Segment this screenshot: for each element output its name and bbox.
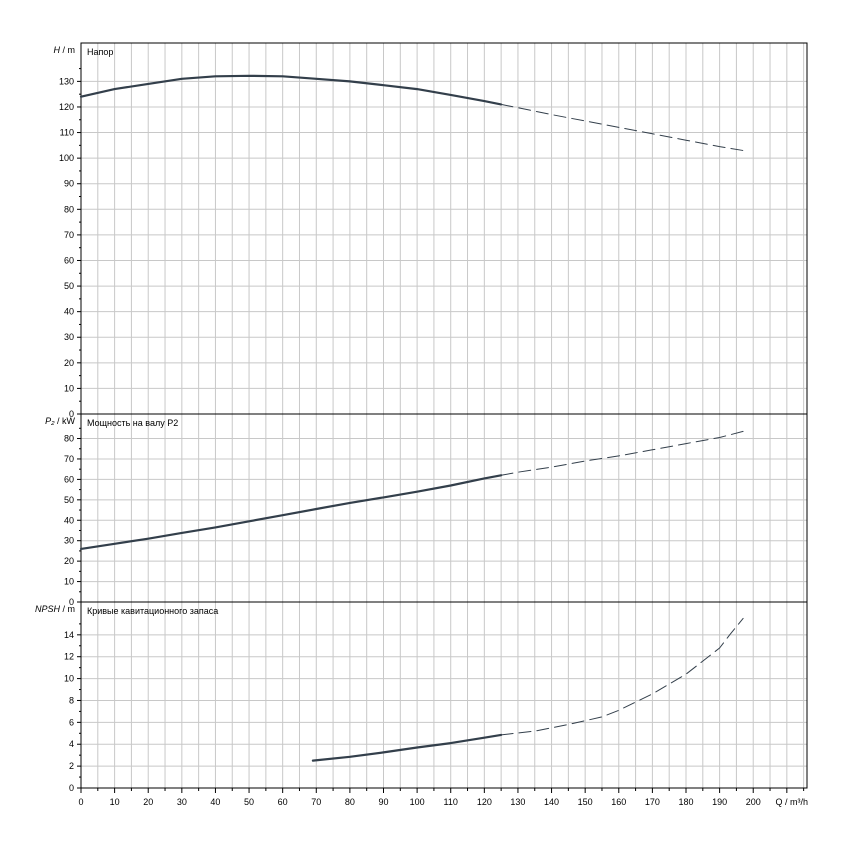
y-tick-label: 80 bbox=[64, 204, 74, 214]
x-tick-label: 60 bbox=[278, 797, 288, 807]
y-tick-label: 30 bbox=[64, 332, 74, 342]
x-tick-label: 90 bbox=[378, 797, 388, 807]
y-tick-label: 130 bbox=[59, 76, 74, 86]
grid-layer bbox=[81, 43, 807, 788]
series-line-operating bbox=[79, 74, 503, 106]
x-tick-label: 20 bbox=[143, 797, 153, 807]
y-tick-label: 10 bbox=[64, 577, 74, 587]
panel-frame bbox=[80, 42, 808, 415]
y-tick-label: 100 bbox=[59, 153, 74, 163]
y-tick-label: 12 bbox=[64, 652, 74, 662]
x-tick-label: 110 bbox=[444, 797, 458, 807]
y-tick-label: 70 bbox=[64, 454, 74, 464]
panel-title: Напор bbox=[87, 47, 113, 57]
x-tick-label: 80 bbox=[345, 797, 355, 807]
y-axis-label: NPSH / m bbox=[35, 604, 75, 614]
series-line-extrapolated bbox=[500, 103, 744, 151]
x-tick-label: 150 bbox=[578, 797, 593, 807]
y-axis-label: H / m bbox=[54, 45, 76, 55]
series-layer bbox=[79, 74, 744, 762]
y-tick-label: 40 bbox=[64, 515, 74, 525]
y-axis-name: P₂ bbox=[45, 416, 55, 426]
panel-title: Кривые кавитационного запаса bbox=[87, 606, 218, 616]
y-tick-label: 90 bbox=[64, 179, 74, 189]
x-tick-label: 50 bbox=[244, 797, 254, 807]
x-tick-label: 140 bbox=[544, 797, 559, 807]
y-tick-label: 0 bbox=[69, 409, 74, 419]
x-tick-label: 190 bbox=[712, 797, 727, 807]
x-tick-label: 180 bbox=[678, 797, 693, 807]
y-tick-label: 50 bbox=[64, 281, 74, 291]
series-line-operating bbox=[79, 474, 503, 550]
y-tick-label: 10 bbox=[64, 674, 74, 684]
y-axis-label: P₂ / kW bbox=[45, 416, 75, 426]
x-tick-label: 70 bbox=[311, 797, 321, 807]
series-line-extrapolated bbox=[500, 430, 744, 476]
x-tick-label: 30 bbox=[177, 797, 187, 807]
y-tick-label: 60 bbox=[64, 255, 74, 265]
x-tick-label: 0 bbox=[78, 797, 83, 807]
y-axis-unit: / m bbox=[60, 604, 75, 614]
y-tick-label: 80 bbox=[64, 434, 74, 444]
y-tick-label: 4 bbox=[69, 739, 74, 749]
y-axis-unit: / m bbox=[60, 45, 75, 55]
y-axis-name: H bbox=[54, 45, 61, 55]
x-tick-label: 170 bbox=[645, 797, 660, 807]
y-tick-label: 30 bbox=[64, 536, 74, 546]
y-tick-label: 40 bbox=[64, 307, 74, 317]
x-tick-label: 120 bbox=[477, 797, 492, 807]
x-tick-label: 160 bbox=[611, 797, 626, 807]
y-tick-label: 0 bbox=[69, 597, 74, 607]
y-axis-unit: / kW bbox=[55, 416, 76, 426]
x-tick-label: 200 bbox=[746, 797, 761, 807]
y-tick-label: 8 bbox=[69, 695, 74, 705]
panel-frame bbox=[80, 413, 808, 603]
x-tick-label: 10 bbox=[110, 797, 120, 807]
y-tick-label: 6 bbox=[69, 717, 74, 727]
x-tick-label: 100 bbox=[410, 797, 425, 807]
y-tick-label: 70 bbox=[64, 230, 74, 240]
series-line-operating bbox=[311, 733, 503, 762]
y-tick-label: 120 bbox=[59, 102, 74, 112]
y-axis-name: NPSH bbox=[35, 604, 61, 614]
y-tick-label: 10 bbox=[64, 383, 74, 393]
x-tick-label: 40 bbox=[210, 797, 220, 807]
y-tick-label: 0 bbox=[69, 783, 74, 793]
panel-title: Мощность на валу P2 bbox=[87, 418, 178, 428]
y-tick-label: 50 bbox=[64, 495, 74, 505]
y-tick-label: 2 bbox=[69, 761, 74, 771]
y-tick-label: 110 bbox=[60, 128, 74, 138]
y-tick-label: 14 bbox=[64, 630, 74, 640]
y-tick-label: 60 bbox=[64, 474, 74, 484]
series-line-extrapolated bbox=[500, 617, 744, 736]
x-tick-label: 130 bbox=[510, 797, 525, 807]
y-tick-label: 20 bbox=[64, 358, 74, 368]
x-axis-label: Q / m³/h bbox=[775, 797, 808, 807]
axes-layer bbox=[77, 42, 808, 793]
y-tick-label: 20 bbox=[64, 556, 74, 566]
panel-frame bbox=[80, 601, 808, 789]
